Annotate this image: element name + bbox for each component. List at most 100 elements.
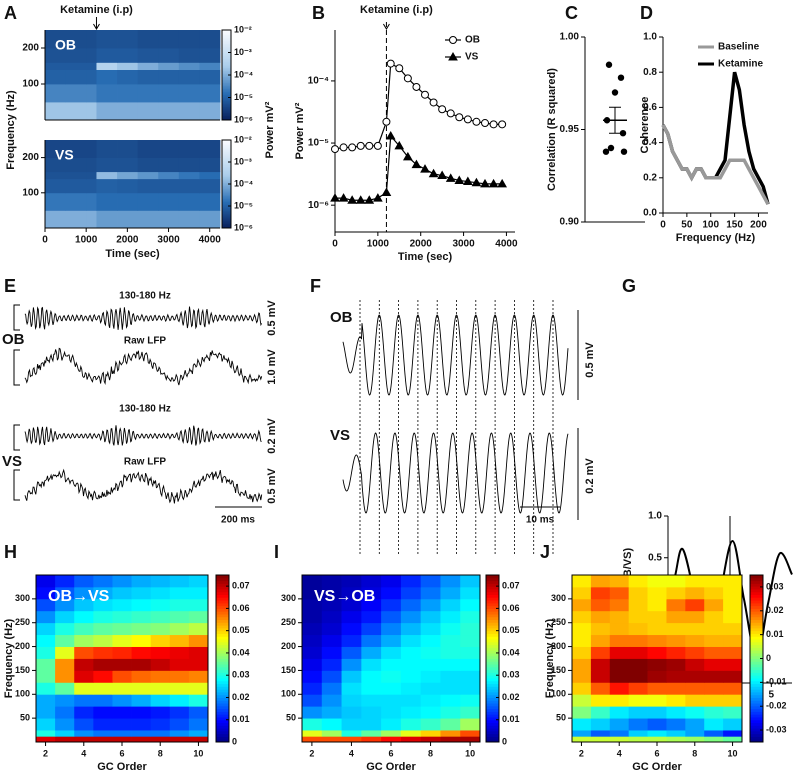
colorbar-step bbox=[222, 167, 231, 170]
heat-cell bbox=[704, 730, 724, 737]
heat-cell bbox=[74, 610, 94, 624]
colorbar-step bbox=[222, 97, 231, 100]
heat-cell bbox=[188, 622, 209, 636]
heat-cell bbox=[112, 575, 132, 588]
heat-cell bbox=[96, 69, 118, 85]
colorbar-step bbox=[750, 730, 763, 735]
heat-cell bbox=[188, 670, 209, 683]
colorbar-step bbox=[222, 178, 231, 181]
colorbar-step bbox=[216, 586, 229, 590]
heat-cell bbox=[460, 718, 481, 731]
colorbar-step bbox=[486, 725, 499, 729]
heat-cell bbox=[137, 102, 159, 121]
heat-cell bbox=[137, 171, 159, 180]
marker bbox=[373, 141, 382, 150]
heat-cell bbox=[178, 210, 200, 229]
heat-cell bbox=[647, 586, 667, 600]
heat-cell bbox=[572, 718, 592, 731]
filtered-trace bbox=[24, 425, 262, 446]
heat-cell bbox=[361, 575, 382, 588]
heat-cell bbox=[685, 730, 705, 737]
heat-cell bbox=[704, 736, 724, 743]
colorbar-step bbox=[750, 675, 763, 679]
marker bbox=[330, 193, 340, 202]
heat-cell bbox=[169, 646, 190, 659]
colorbar-step bbox=[750, 588, 763, 593]
marker bbox=[386, 59, 395, 68]
heat-cell bbox=[704, 586, 724, 600]
heat-cell bbox=[150, 730, 171, 737]
colorbar-step bbox=[222, 76, 231, 79]
heat-cell bbox=[169, 622, 190, 636]
heat-cell bbox=[590, 610, 611, 624]
heat-cell bbox=[381, 718, 402, 731]
heat-cell bbox=[199, 30, 221, 49]
heat-cell bbox=[400, 718, 422, 731]
heat-cell bbox=[341, 598, 362, 612]
heat-cell bbox=[440, 670, 461, 683]
heat-cell bbox=[150, 694, 171, 707]
colorbar-step bbox=[222, 61, 231, 64]
heat-cell bbox=[65, 102, 87, 121]
heat-cell bbox=[572, 610, 592, 624]
heat-cell bbox=[188, 658, 209, 671]
heat-cell bbox=[341, 670, 362, 683]
marker bbox=[497, 178, 508, 188]
heat-cell bbox=[420, 610, 441, 624]
heat-cell bbox=[647, 634, 667, 647]
heat-cell bbox=[321, 610, 342, 624]
heat-cell bbox=[131, 730, 152, 737]
heat-cell bbox=[131, 575, 152, 588]
heat-cell bbox=[647, 706, 667, 719]
colorbar-step bbox=[750, 611, 763, 615]
heat-cell bbox=[178, 30, 200, 49]
heat-cell bbox=[381, 670, 402, 683]
heat-cell bbox=[137, 192, 159, 211]
region-label: OB bbox=[330, 309, 353, 326]
heat-cell bbox=[440, 706, 461, 719]
trace-label: Raw LFP bbox=[124, 336, 167, 347]
heat-cell bbox=[117, 157, 139, 173]
heat-cell bbox=[158, 62, 180, 70]
heat-cell bbox=[74, 646, 94, 659]
heat-cell bbox=[55, 598, 75, 612]
heat-cell bbox=[36, 736, 56, 743]
heat-cell bbox=[400, 694, 422, 707]
colorbar-step bbox=[222, 117, 231, 119]
heat-cell bbox=[628, 682, 648, 695]
colorbar-tick-label: 0.01 bbox=[766, 629, 784, 639]
heat-cell bbox=[590, 706, 611, 719]
colorbar-step bbox=[486, 633, 499, 637]
heat-cell bbox=[666, 598, 686, 612]
colorbar-step bbox=[486, 700, 499, 704]
colorbar-step bbox=[750, 705, 763, 710]
heat-cell bbox=[381, 736, 402, 743]
heat-cell bbox=[302, 694, 323, 707]
y-axis-label: Correlation (R squared) bbox=[546, 68, 558, 191]
heat-cell bbox=[65, 171, 87, 180]
colorbar-step bbox=[222, 111, 231, 113]
heat-cell bbox=[440, 730, 461, 737]
colorbar-step bbox=[216, 641, 229, 646]
colorbar-step bbox=[222, 175, 231, 178]
colorbar-step bbox=[486, 669, 499, 673]
heat-cell bbox=[321, 598, 342, 612]
y-tick-label: 150 bbox=[15, 665, 30, 675]
heat-cell bbox=[321, 736, 342, 743]
colorbar-step bbox=[222, 109, 231, 112]
colorbar-step bbox=[750, 602, 763, 607]
colorbar-step bbox=[222, 58, 231, 61]
heat-cell bbox=[723, 730, 743, 737]
colorbar-step bbox=[486, 586, 499, 590]
colorbar-step bbox=[222, 176, 231, 179]
colorbar-step bbox=[222, 179, 231, 182]
colorbar-step bbox=[486, 594, 499, 598]
heat-cell bbox=[628, 736, 648, 743]
heat-cell bbox=[188, 575, 209, 588]
heat-cell bbox=[590, 682, 611, 695]
oscillation-trace bbox=[342, 432, 569, 514]
colorbar-step bbox=[222, 197, 231, 200]
panel-letter: J bbox=[540, 542, 550, 562]
heat-cell bbox=[158, 102, 180, 121]
